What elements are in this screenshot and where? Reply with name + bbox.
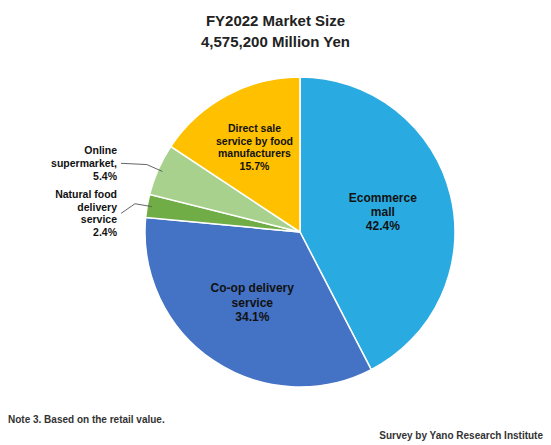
slice-label: Ecommercemall xyxy=(349,191,417,219)
pie-slice xyxy=(171,77,300,232)
annotation: Survey by Yano Research Institute xyxy=(379,430,543,441)
slice-label-line: Direct sale xyxy=(228,122,281,134)
slice-label-line: Online xyxy=(84,144,117,156)
labels: Ecommercemall42.4%Co-op deliveryservice3… xyxy=(51,122,417,324)
slice-label-line: supermarket, xyxy=(51,157,117,169)
title: FY2022 Market Size xyxy=(206,12,345,29)
slice-label-line: service xyxy=(81,213,117,225)
slice-label-line: mall xyxy=(371,205,395,219)
data-label: 5.4% xyxy=(93,170,118,182)
slice-label-line: service by food xyxy=(216,135,293,147)
slice-label: Direct saleservice by foodmanufacturers xyxy=(216,122,293,159)
data-label: 42.4% xyxy=(366,219,400,233)
data-label: 2.4% xyxy=(93,226,118,238)
data-label: 15.7% xyxy=(240,160,270,172)
slice-label: Co-op deliveryservice xyxy=(211,281,295,309)
slice-label: Natural fooddeliveryservice xyxy=(55,188,117,225)
pie-slice xyxy=(145,217,371,387)
leader-line xyxy=(121,204,152,214)
slice-label-line: delivery xyxy=(77,201,117,213)
annotation: Note 3. Based on the retail value. xyxy=(8,414,165,425)
slice-label-line: Ecommerce xyxy=(349,191,417,205)
pie xyxy=(145,77,455,387)
data-label: 34.1% xyxy=(235,310,269,324)
slice-label-line: service xyxy=(232,296,274,310)
slice-label: Onlinesupermarket, xyxy=(51,144,117,169)
leader-line xyxy=(121,163,162,171)
subtitle: 4,575,200 Million Yen xyxy=(201,33,350,50)
slice-label-line: Natural food xyxy=(55,188,117,200)
slice-label-line: manufacturers xyxy=(218,147,291,159)
slice-label-line: Co-op delivery xyxy=(211,281,295,295)
chart: FY2022 Market Size 4,575,200 Million Yen E… xyxy=(0,0,551,445)
